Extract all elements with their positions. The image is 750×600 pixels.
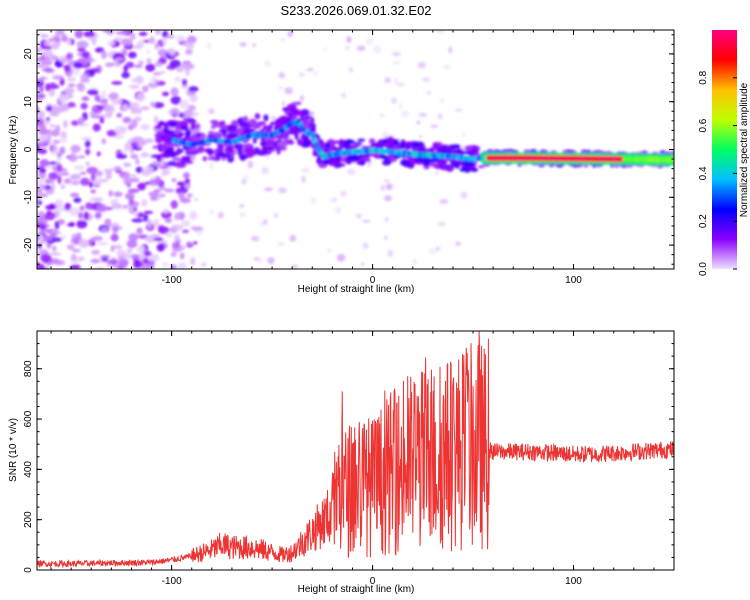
spectrogram-y-label: Frequency (Hz): [8, 116, 19, 185]
snr-y-label: SNR (10 * v/v): [8, 418, 19, 482]
colorbar-tick-label: 0.2: [698, 214, 709, 228]
x-tick-label: 100: [565, 576, 582, 587]
x-tick-label: -100: [162, 576, 182, 587]
snr-panel: -100 0 100 0 200 400 600 800 Height of straigh…: [8, 330, 675, 595]
spectrogram-heatmap: [37, 30, 674, 269]
snr-series-line: [37, 331, 674, 569]
chart-title: S233.2026.069.01.32.E02: [280, 3, 431, 18]
colorbar-tick-label: 0.4: [698, 166, 709, 180]
y-tick-label: 400: [23, 461, 34, 478]
y-tick-label: 0: [23, 567, 34, 573]
colorbar-tick-label: 0.6: [698, 118, 709, 132]
spectrogram-x-ticks: -100 0 100: [50, 30, 675, 286]
x-tick-label: 0: [370, 275, 376, 286]
y-tick-label: 20: [23, 48, 34, 60]
colorbar-scale: [712, 30, 737, 269]
colorbar-tick-label: 0.0: [698, 262, 709, 276]
y-tick-label: 10: [23, 96, 34, 108]
colorbar-ticks: 0.0 0.2 0.4 0.6 0.8: [698, 70, 737, 276]
y-tick-label: 600: [23, 410, 34, 427]
y-tick-label: -10: [23, 190, 34, 205]
colorbar-tick-label: 0.8: [698, 70, 709, 84]
snr-frame: [36, 330, 675, 571]
snr-y-ticks: 0 200 400 600 800: [23, 330, 674, 573]
x-tick-label: 100: [565, 275, 582, 286]
snr-x-ticks: -100 0 100: [50, 331, 675, 587]
colorbar-label: Normalized spectral amplitude: [739, 82, 750, 217]
y-tick-label: 800: [23, 360, 34, 377]
x-tick-label: -100: [162, 275, 182, 286]
spectrogram-y-ticks: -20 -10 0 10 20: [23, 34, 674, 265]
y-tick-label: -20: [23, 237, 34, 252]
spectrogram-x-label: Height of straight line (km): [298, 284, 415, 295]
colorbar: 0.0 0.2 0.4 0.6 0.8 Normalized spectral ampl…: [698, 30, 750, 276]
x-tick-label: 0: [370, 576, 376, 587]
y-tick-label: 200: [23, 511, 34, 528]
y-tick-label: 0: [23, 146, 34, 152]
snr-x-label: Height of straight line (km): [298, 584, 415, 595]
